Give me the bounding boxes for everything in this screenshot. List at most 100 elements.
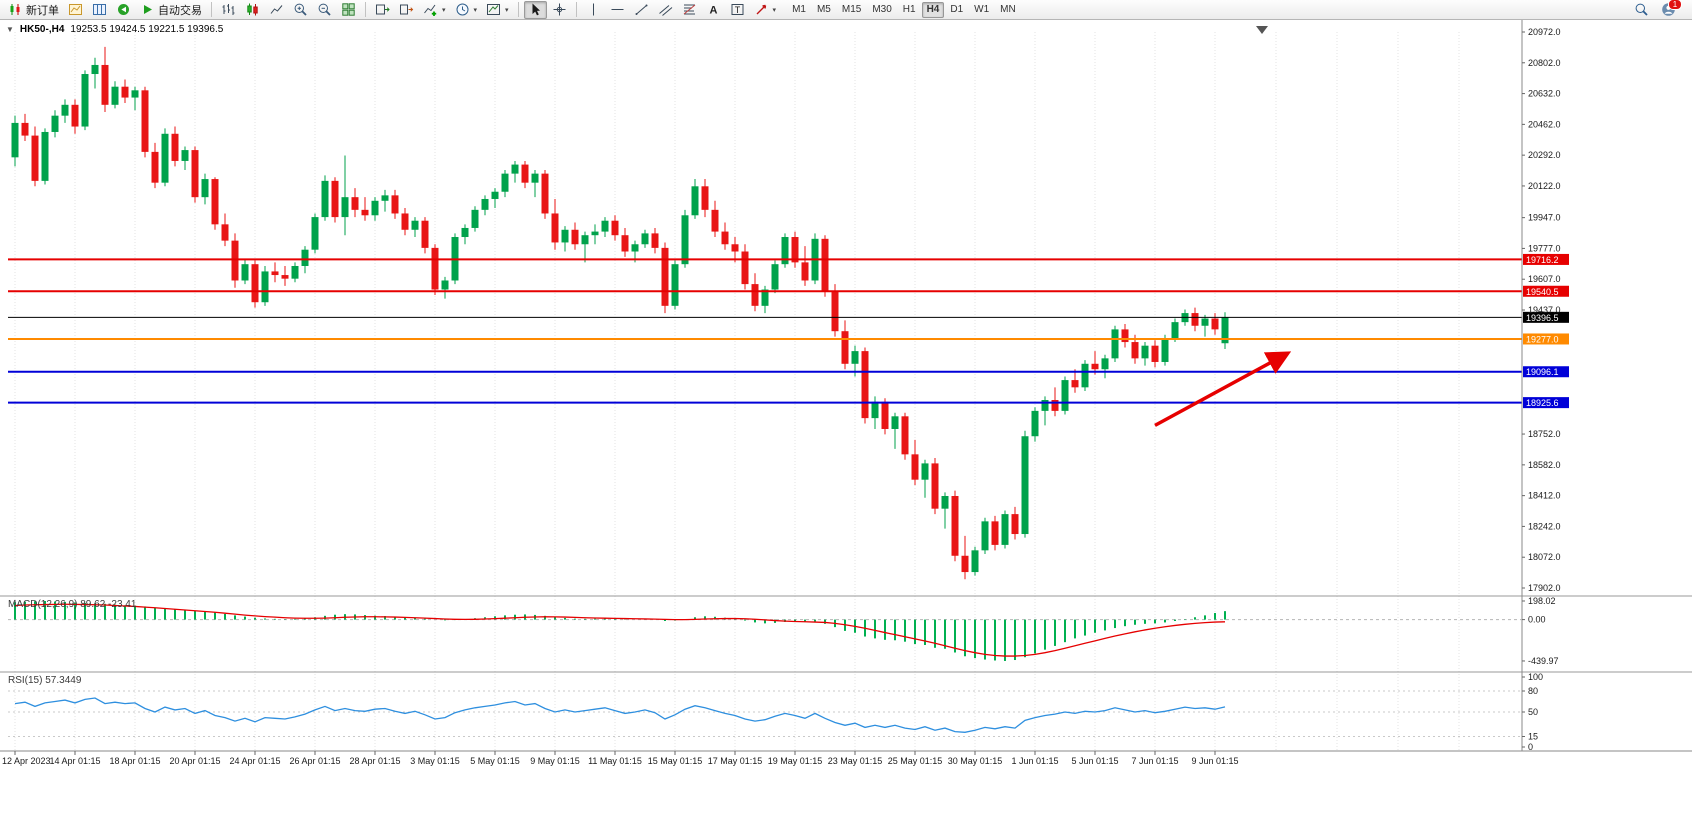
timeframe-button-m5[interactable]: M5 — [812, 2, 836, 18]
periods-clock-icon — [456, 3, 469, 16]
price-axis-label: 18752.0 — [1528, 429, 1561, 439]
chart-ohlc-values: 19253.5 19424.5 19221.5 19396.5 — [70, 24, 224, 35]
time-axis-label: 15 May 01:15 — [648, 756, 703, 766]
candle-body — [491, 191, 499, 199]
market-watch-button[interactable] — [112, 1, 135, 19]
candle-body — [1171, 322, 1179, 339]
indicators-dropdown-caret: ▾ — [442, 6, 446, 14]
horizontal-line-tool-button[interactable] — [606, 1, 629, 19]
one-click-collapse-arrow[interactable]: ▼ — [6, 25, 14, 34]
candle-body — [441, 280, 449, 290]
candle-body — [731, 244, 739, 252]
price-tag — [1523, 333, 1569, 345]
profiles-button[interactable] — [88, 1, 111, 19]
timeframe-button-m15[interactable]: M15 — [837, 2, 866, 18]
candle-body — [971, 550, 979, 573]
candle-body — [1131, 342, 1139, 359]
candle-body — [231, 240, 239, 281]
candle-body — [501, 173, 509, 192]
tile-windows-icon — [342, 3, 355, 16]
periods-dropdown-caret: ▾ — [473, 6, 478, 14]
search-button[interactable] — [1630, 1, 1653, 19]
price-axis-label: 20972.0 — [1528, 27, 1561, 37]
price-tag-label: 19396.5 — [1526, 313, 1559, 323]
new-chart-button[interactable] — [64, 1, 87, 19]
timeframe-button-mn[interactable]: MN — [995, 2, 1021, 18]
price-tag-label: 19540.5 — [1526, 287, 1559, 297]
candle-body — [521, 164, 529, 183]
candlestick-chart-button[interactable] — [241, 1, 264, 19]
tile-windows-button[interactable] — [337, 1, 360, 19]
fibonacci-icon — [683, 4, 695, 15]
text-label-tool-button[interactable]: T — [726, 1, 749, 19]
candle-body — [181, 150, 189, 161]
candle-body — [391, 195, 399, 214]
crosshair-tool-button[interactable] — [548, 1, 571, 19]
new-order-label: 新订单 — [26, 4, 59, 17]
auto-scroll-button[interactable] — [371, 1, 394, 19]
horizontal-line-icon — [611, 9, 624, 10]
timeframe-button-h4[interactable]: H4 — [921, 1, 945, 18]
periods-button[interactable]: ▾ — [451, 1, 482, 19]
candle-body — [771, 264, 779, 290]
candle-body — [1221, 317, 1229, 344]
vertical-line-icon — [592, 3, 594, 16]
candle-body — [41, 131, 49, 181]
chart-canvas[interactable]: 19716.2 19540.5 19396.5 19277.0 19096.1 18925… — [0, 20, 1692, 838]
new-order-button[interactable]: 新订单 — [4, 1, 63, 19]
text-tool-button[interactable]: A — [702, 1, 725, 19]
timeframe-button-d1[interactable]: D1 — [945, 2, 968, 18]
candle-body — [1071, 380, 1079, 388]
notifications-button[interactable]: 1 — [1661, 0, 1682, 18]
candle-body — [931, 463, 939, 509]
chart-window[interactable]: 19716.2 19540.5 19396.5 19277.0 19096.1 18925… — [0, 20, 1692, 838]
svg-text:T: T — [734, 5, 740, 15]
autotrading-label: 自动交易 — [158, 4, 202, 17]
equidistant-channel-tool-button[interactable] — [654, 1, 677, 19]
candlestick-chart-icon — [247, 3, 258, 16]
vertical-line-tool-button[interactable] — [582, 1, 605, 19]
line-chart-button[interactable] — [265, 1, 288, 19]
timeframe-button-m30[interactable]: M30 — [867, 2, 896, 18]
profiles-icon — [93, 4, 106, 15]
bar-chart-button[interactable] — [217, 1, 240, 19]
candle-body — [871, 401, 879, 419]
time-axis-label: 11 May 01:15 — [588, 756, 642, 766]
trendline-tool-button[interactable] — [630, 1, 653, 19]
timeframe-button-w1[interactable]: W1 — [969, 2, 994, 18]
timeframe-button-m1[interactable]: M1 — [787, 2, 811, 18]
price-axis-label: 20292.0 — [1528, 150, 1561, 160]
cursor-tool-button[interactable] — [523, 0, 547, 19]
chart-shift-button[interactable] — [395, 1, 418, 19]
candle-body — [1101, 358, 1109, 370]
candle-body — [691, 186, 699, 216]
candle-body — [151, 151, 159, 183]
timeframe-button-h1[interactable]: H1 — [898, 2, 921, 18]
candle-body — [351, 197, 359, 210]
candle-body — [921, 463, 929, 480]
time-axis-label: 12 Apr 2023 — [2, 756, 51, 766]
time-axis-label: 14 Apr 01:15 — [49, 756, 100, 766]
rsi-line — [14, 697, 1226, 733]
candle-body — [281, 275, 289, 279]
arrows-tool-button[interactable]: ▾ — [750, 1, 781, 19]
price-tag-label: 19277.0 — [1526, 334, 1559, 344]
zoom-out-button[interactable] — [313, 1, 336, 19]
candle-body — [271, 271, 279, 276]
autotrading-button[interactable]: 自动交易 — [136, 1, 206, 19]
macd-axis-label: -439.97 — [1528, 656, 1559, 666]
time-axis-label: 17 May 01:15 — [708, 756, 763, 766]
candle-body — [341, 197, 349, 218]
indicators-button[interactable]: ▾ — [419, 1, 450, 19]
candle-body — [421, 220, 429, 248]
templates-button[interactable]: ▾ — [482, 1, 513, 19]
zoom-out-icon — [318, 3, 331, 16]
candle-body — [311, 217, 319, 250]
trend-arrow-object[interactable] — [1154, 351, 1292, 427]
candle-body — [481, 198, 489, 210]
toolbar-separator — [211, 2, 212, 17]
candle-body — [821, 238, 829, 292]
zoom-in-button[interactable] — [289, 1, 312, 19]
fibonacci-tool-button[interactable] — [678, 1, 701, 19]
chart-shift-marker[interactable] — [1256, 26, 1268, 34]
